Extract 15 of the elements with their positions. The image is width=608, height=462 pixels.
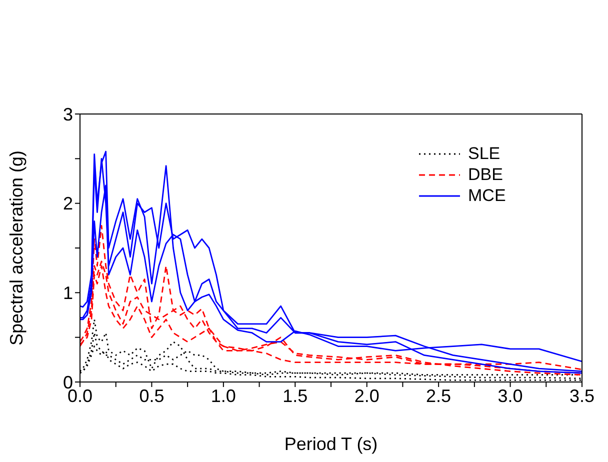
- x-tick-label: 1.0: [210, 386, 236, 406]
- x-tick-label: 0.5: [139, 386, 164, 406]
- y-tick-label: 1: [62, 283, 73, 304]
- legend-label: MCE: [468, 186, 506, 206]
- x-tick-label: 2.5: [426, 386, 452, 406]
- x-tick-label: 3.0: [498, 386, 523, 406]
- x-tick-label: 2.0: [354, 386, 380, 406]
- x-tick-label: 1.5: [282, 386, 308, 406]
- y-tick-label: 2: [62, 194, 73, 214]
- x-tick-label: 3.5: [569, 386, 595, 406]
- x-axis-title: Period T (s): [284, 434, 378, 454]
- legend-label: DBE: [468, 164, 503, 184]
- y-axis-title: Spectral acceleration (g): [6, 150, 26, 346]
- legend-label: SLE: [468, 144, 500, 164]
- y-tick-label: 3: [62, 104, 73, 124]
